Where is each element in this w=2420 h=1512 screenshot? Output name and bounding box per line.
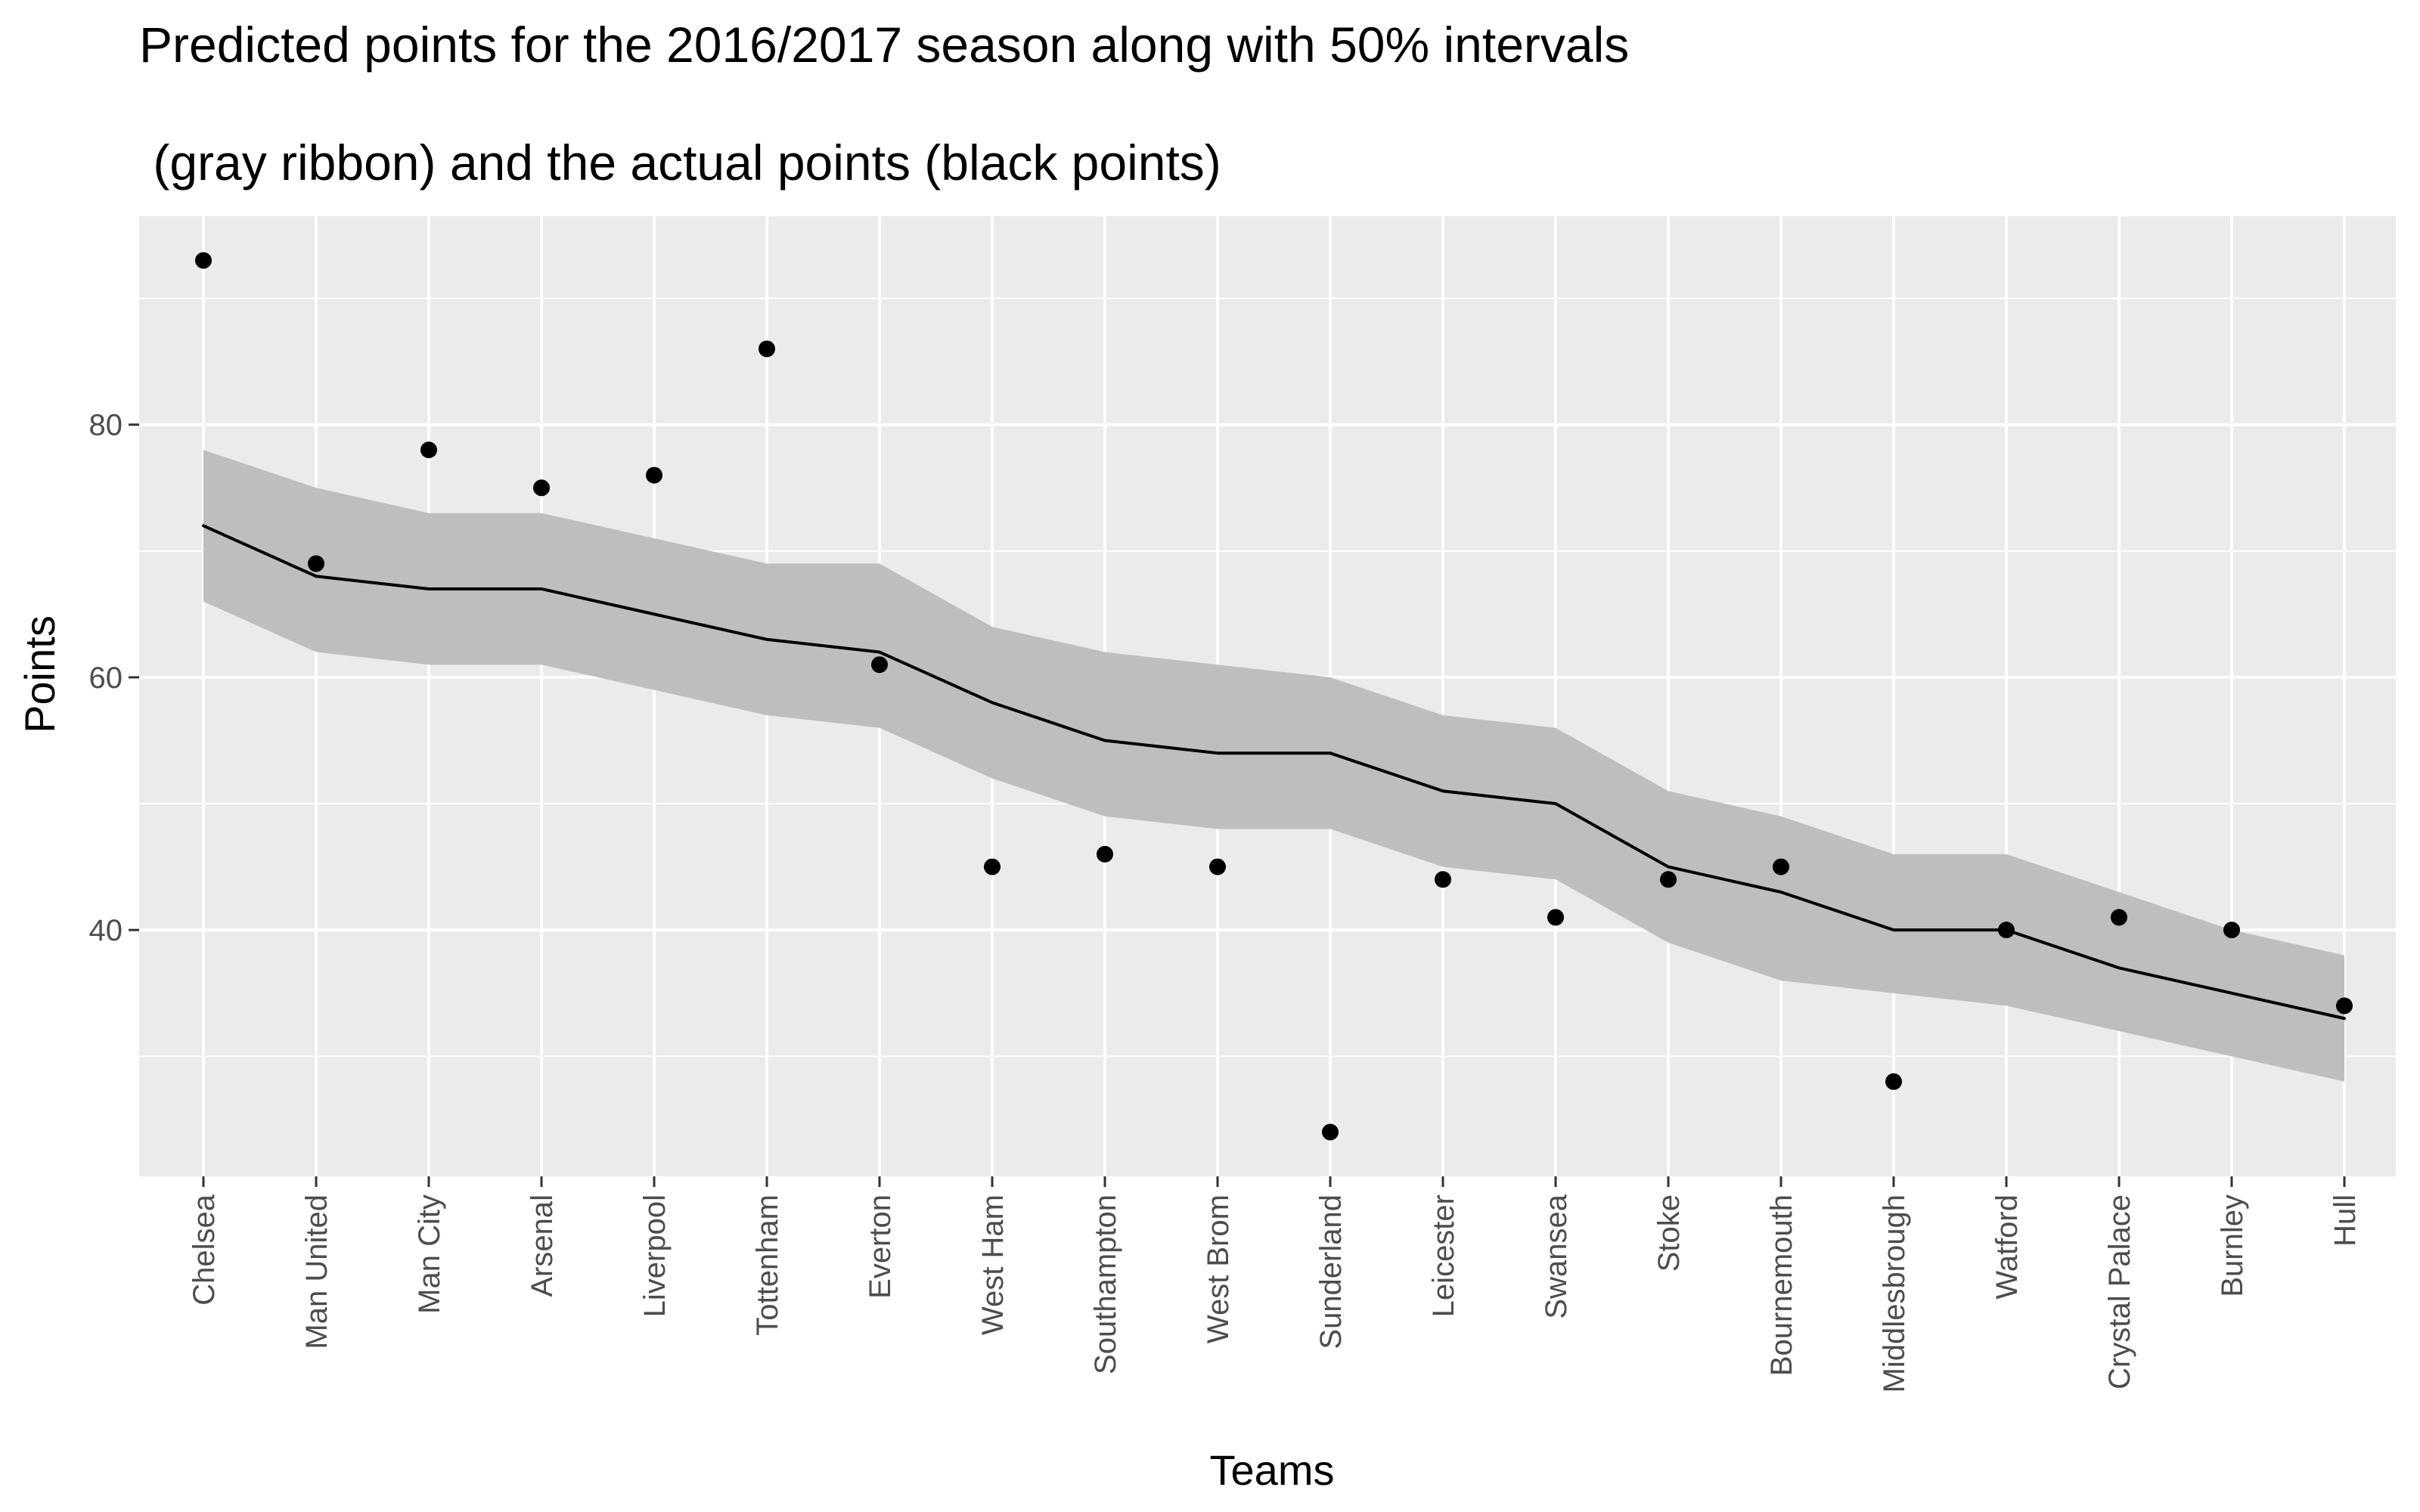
actual-point-burnley	[2223, 922, 2240, 939]
x-axis-title: Teams	[1210, 1446, 1335, 1494]
actual-point-man-united	[308, 555, 324, 572]
x-tick-label: Man City	[413, 1194, 446, 1314]
actual-point-tottenham	[759, 340, 775, 358]
actual-point-hull	[2336, 997, 2353, 1015]
actual-points-layer	[195, 252, 2353, 1141]
actual-point-arsenal	[533, 479, 550, 497]
y-axis-title: Points	[16, 615, 64, 733]
x-tick-label: Bournemouth	[1765, 1194, 1798, 1376]
x-tick-label: Chelsea	[188, 1194, 221, 1306]
predicted-line-layer	[202, 524, 2346, 1021]
actual-point-chelsea	[195, 252, 212, 269]
x-tick-label: Crystal Palace	[2103, 1194, 2136, 1390]
y-axis: 40 60 80	[89, 409, 139, 947]
y-tick-label: 40	[89, 914, 123, 947]
chart-title-line-2: (gray ribbon) and the actual points (bla…	[139, 135, 1221, 191]
actual-point-southampton	[1097, 845, 1113, 863]
actual-point-west-ham	[984, 858, 1001, 875]
x-tick-label: Liverpool	[638, 1194, 672, 1317]
actual-point-watford	[1998, 922, 2015, 939]
chart-title-line-1: Predicted points for the 2016/2017 seaso…	[139, 17, 1629, 73]
x-tick-label: Man United	[300, 1194, 334, 1349]
x-axis: Chelsea Man United Man City Arsenal Liverpoo…	[188, 1176, 2362, 1393]
actual-point-swansea	[1547, 909, 1564, 926]
interval-ribbon-layer	[203, 450, 2344, 1082]
y-tick-label: 80	[89, 409, 123, 442]
x-tick-label: West Ham	[976, 1194, 1010, 1335]
interval-ribbon	[203, 450, 2344, 1082]
actual-point-leicester	[1435, 871, 1451, 888]
actual-point-everton	[871, 656, 888, 674]
actual-point-stoke	[1660, 871, 1677, 888]
x-tick-label: Tottenham	[751, 1194, 784, 1336]
x-tick-label: Burnley	[2216, 1194, 2249, 1297]
actual-point-middlesbrough	[1885, 1073, 1902, 1090]
y-tick-label: 60	[89, 662, 123, 695]
x-tick-label: Sunderland	[1314, 1194, 1348, 1349]
x-tick-label: Watford	[1990, 1194, 2024, 1300]
actual-point-crystal-palace	[2111, 909, 2127, 926]
actual-point-liverpool	[646, 466, 662, 484]
x-tick-label: Southampton	[1089, 1194, 1122, 1374]
actual-point-sunderland	[1322, 1123, 1339, 1141]
predicted-points-line	[202, 524, 2346, 1021]
actual-point-west-brom	[1209, 858, 1226, 875]
x-tick-label: Hull	[2328, 1194, 2362, 1247]
actual-point-man-city	[420, 442, 437, 459]
x-tick-label: Middlesbrough	[1878, 1194, 1911, 1393]
actual-point-bournemouth	[1773, 858, 1789, 875]
x-tick-label: Swansea	[1540, 1194, 1573, 1318]
x-tick-label: Leicester	[1427, 1194, 1460, 1317]
x-tick-label: Stoke	[1652, 1194, 1686, 1272]
x-tick-label: Arsenal	[526, 1194, 559, 1297]
x-tick-label: Everton	[864, 1194, 897, 1299]
x-tick-label: West Brom	[1202, 1194, 1235, 1343]
